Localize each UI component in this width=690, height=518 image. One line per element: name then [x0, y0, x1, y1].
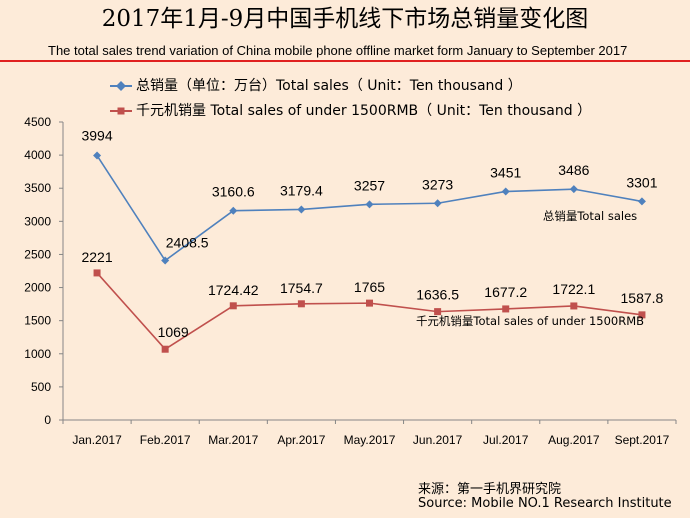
data-label: 1069 — [158, 324, 189, 340]
data-label: 1765 — [354, 279, 385, 295]
data-label: 3301 — [626, 174, 657, 190]
data-point-total-sales — [501, 187, 510, 196]
x-tick-label: Jun.2017 — [413, 433, 463, 447]
data-point-under-1500 — [161, 345, 169, 353]
y-tick-label: 4500 — [24, 115, 51, 129]
x-tick-label: Aug.2017 — [548, 433, 600, 447]
data-point-total-sales — [229, 206, 238, 215]
x-tick-label: Feb.2017 — [140, 433, 191, 447]
data-point-under-1500 — [93, 269, 101, 277]
y-tick-label: 4000 — [24, 148, 51, 162]
x-tick-label: May.2017 — [344, 433, 396, 447]
y-tick-label: 1500 — [24, 314, 51, 328]
data-label: 3179.4 — [280, 182, 323, 198]
y-tick-label: 1000 — [24, 347, 51, 361]
data-label: 3994 — [81, 128, 112, 144]
y-tick-label: 2500 — [24, 247, 51, 261]
data-point-total-sales — [365, 200, 374, 209]
data-label: 1754.7 — [280, 280, 323, 296]
annotation-total-sales: 总销量Total sales — [543, 209, 637, 223]
data-label: 1724.42 — [208, 282, 259, 298]
legend-item-under-1500: 千元机销量 Total sales of under 1500RMB（ Unit… — [110, 100, 670, 122]
data-label: 1677.2 — [484, 284, 527, 300]
legend-item-total-sales: 总销量（单位：万台）Total sales（ Unit：Ten thousand… — [110, 75, 670, 97]
data-point-under-1500 — [638, 311, 646, 319]
data-label: 2221 — [81, 249, 112, 265]
y-tick-label: 0 — [44, 413, 51, 427]
data-point-under-1500 — [297, 300, 305, 308]
data-point-total-sales — [637, 197, 646, 206]
source-line-chinese: 来源：第一手机界研究院 — [418, 482, 562, 497]
data-label: 3486 — [558, 162, 589, 178]
data-point-total-sales — [93, 151, 102, 160]
x-tick-label: Jan.2017 — [72, 433, 122, 447]
legend-diamond-marker-icon — [110, 81, 132, 91]
data-label: 1587.8 — [621, 290, 664, 306]
source-line-english: Source: Mobile NO.1 Research Institute — [418, 496, 672, 511]
y-tick-label: 2000 — [24, 281, 51, 295]
data-point-under-1500 — [366, 299, 373, 307]
chart-title: 2017年1月-9月中国手机线下市场总销量变化图 — [101, 6, 589, 32]
legend-label-total-sales: 总销量（单位：万台）Total sales（ Unit：Ten thousand… — [136, 78, 522, 94]
data-point-total-sales — [569, 185, 578, 194]
y-tick-label: 3500 — [24, 181, 51, 195]
x-tick-label: Apr.2017 — [277, 433, 325, 447]
data-label: 3257 — [354, 177, 385, 193]
data-label: 3273 — [422, 176, 453, 192]
data-label: 3451 — [490, 164, 521, 180]
data-point-total-sales — [433, 199, 442, 208]
chart-subtitle: The total sales trend variation of China… — [48, 43, 628, 58]
data-point-under-1500 — [434, 308, 442, 316]
data-point-under-1500 — [229, 302, 237, 310]
data-point-total-sales — [297, 205, 306, 214]
x-tick-label: Sept.2017 — [615, 433, 670, 447]
annotation-under-1500: 千元机销量Total sales of under 1500RMB — [416, 314, 644, 328]
data-point-under-1500 — [502, 305, 510, 313]
x-tick-label: Jul.2017 — [483, 433, 529, 447]
legend-label-under-1500: 千元机销量 Total sales of under 1500RMB（ Unit… — [136, 103, 592, 119]
x-tick-label: Mar.2017 — [208, 433, 258, 447]
data-point-under-1500 — [570, 302, 578, 310]
data-label: 2408.5 — [166, 235, 209, 251]
title-rule — [0, 60, 690, 62]
y-tick-label: 500 — [31, 380, 51, 394]
data-label: 1636.5 — [416, 287, 459, 303]
y-tick-label: 3000 — [24, 214, 51, 228]
data-point-total-sales — [161, 256, 170, 265]
data-label: 1722.1 — [552, 281, 595, 297]
legend-square-marker-icon — [110, 107, 132, 115]
data-label: 3160.6 — [212, 184, 255, 200]
